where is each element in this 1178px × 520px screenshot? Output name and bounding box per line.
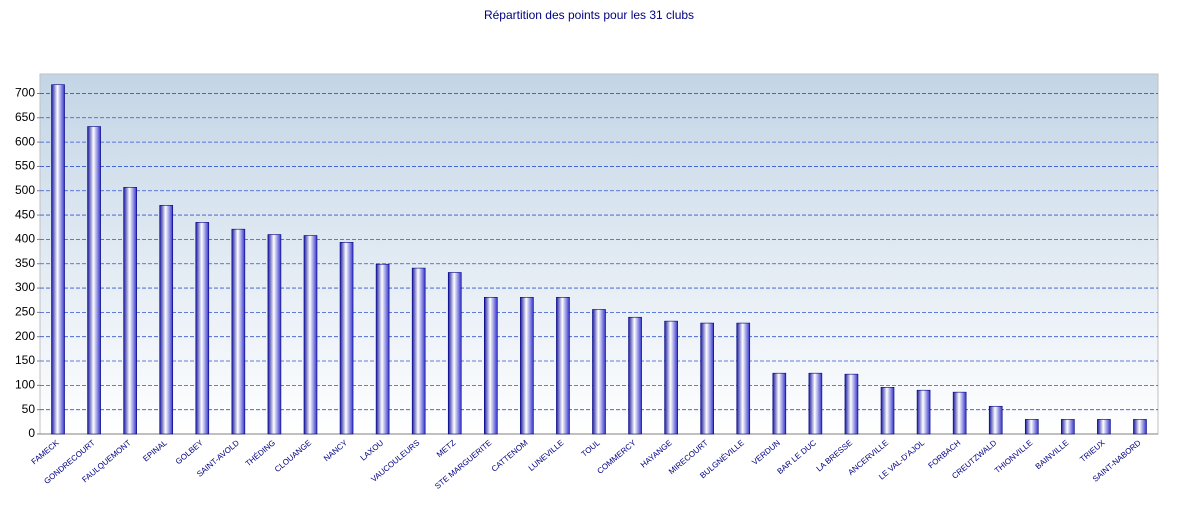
bar — [484, 296, 498, 435]
y-tick-label: 650 — [15, 110, 35, 124]
bar — [411, 267, 426, 435]
bar — [1061, 419, 1075, 435]
x-tick-label: METZ — [435, 438, 458, 459]
x-tick-label: NANCY — [322, 438, 350, 463]
bar — [772, 372, 787, 435]
x-tick-label: THÉDING — [244, 438, 277, 468]
bar — [952, 391, 967, 435]
bar — [375, 263, 390, 435]
bar — [628, 316, 642, 435]
bar — [916, 389, 931, 435]
y-tick-label: 150 — [15, 353, 35, 367]
chart-title: Répartition des points pour les 31 clubs — [484, 8, 694, 22]
bar — [195, 222, 210, 435]
bar — [520, 296, 534, 435]
bar — [1133, 419, 1147, 435]
x-tick-label: BAINVILLE — [1034, 438, 1071, 471]
y-tick-label: 50 — [22, 402, 36, 416]
y-tick-label: 600 — [15, 134, 35, 148]
y-tick-label: 250 — [15, 305, 35, 319]
bar — [988, 405, 1003, 435]
x-tick-label: TOUL — [580, 438, 602, 459]
bar — [447, 272, 462, 435]
bar — [880, 386, 895, 435]
bar — [87, 126, 101, 435]
bar — [844, 373, 859, 435]
bar — [1024, 419, 1039, 435]
y-tick-label: 400 — [15, 232, 35, 246]
y-tick-label: 500 — [15, 183, 35, 197]
y-tick-label: 0 — [28, 426, 35, 440]
bar — [556, 296, 570, 435]
bar — [664, 320, 678, 435]
bar — [808, 372, 823, 435]
bar — [1097, 419, 1111, 435]
bar — [700, 322, 714, 435]
x-tick-label: EPINAL — [141, 438, 169, 464]
x-tick-label: VERDUN — [750, 438, 782, 467]
x-tick-label: LUNEVILLE — [527, 438, 566, 473]
x-tick-label: FORBACH — [927, 438, 963, 470]
x-tick-label: GOLBEY — [174, 438, 205, 466]
bar — [303, 235, 318, 435]
x-tick-label: THIONVILLE — [993, 438, 1035, 475]
bar — [159, 205, 174, 435]
y-tick-label: 200 — [15, 329, 35, 343]
x-tick-label: FAMECK — [30, 438, 61, 466]
y-tick-label: 100 — [15, 378, 35, 392]
y-tick-label: 350 — [15, 256, 35, 270]
y-tick-label: 550 — [15, 159, 35, 173]
x-tick-label: COMMERCY — [595, 438, 638, 476]
bar — [51, 84, 65, 435]
bar — [339, 242, 354, 435]
bar — [267, 234, 282, 435]
bar — [123, 187, 137, 435]
bar — [592, 309, 606, 435]
bar — [231, 228, 246, 435]
bar — [736, 322, 751, 435]
x-tick-label: CATTENOM — [490, 438, 530, 474]
x-tick-label: HAYANGE — [639, 438, 674, 469]
x-tick-label: TRIEUX — [1078, 438, 1107, 464]
x-tick-label: BAR LE DUC — [775, 438, 818, 476]
x-tick-label: LAXOU — [359, 438, 386, 462]
y-tick-label: 300 — [15, 280, 35, 294]
x-tick-label: CLOUANGE — [273, 438, 313, 474]
y-tick-label: 700 — [15, 86, 35, 100]
y-tick-label: 450 — [15, 207, 35, 221]
